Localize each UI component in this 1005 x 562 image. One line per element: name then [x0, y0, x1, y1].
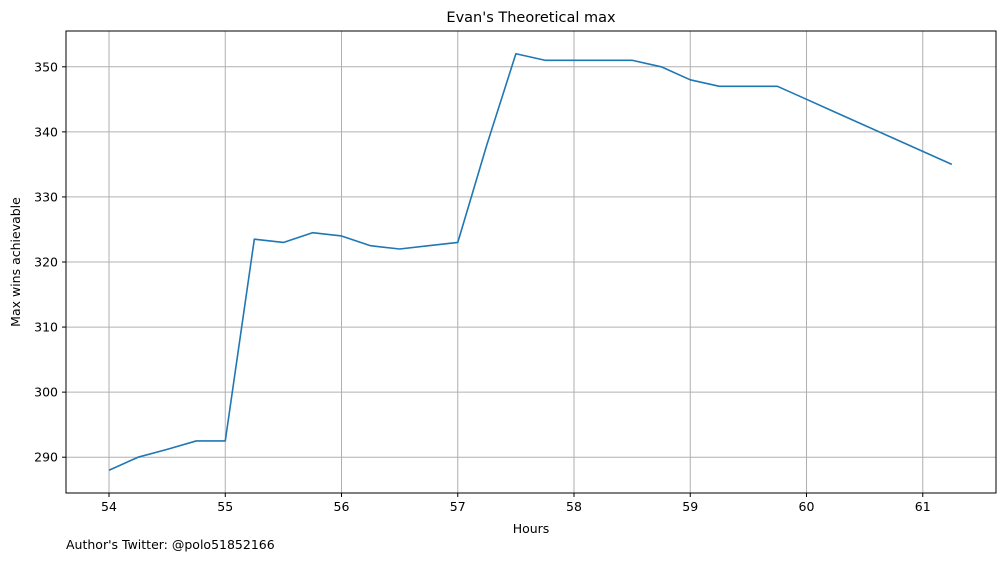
x-tick-label: 61 — [915, 499, 931, 514]
y-tick-label: 330 — [34, 189, 58, 204]
y-tick-label: 350 — [34, 59, 58, 74]
x-tick-label: 60 — [799, 499, 815, 514]
series-layer — [108, 52, 953, 471]
y-tick-label: 300 — [34, 385, 58, 400]
x-tick-label: 55 — [217, 499, 233, 514]
series-line — [108, 52, 953, 471]
y-tick-label: 340 — [34, 124, 58, 139]
x-tick-label: 58 — [566, 499, 582, 514]
y-axis-label: Max wins achievable — [8, 197, 23, 327]
x-tick-label: 57 — [450, 499, 466, 514]
author-credit: Author's Twitter: @polo51852166 — [66, 537, 275, 552]
y-tick-label: 320 — [34, 255, 58, 270]
grid — [66, 31, 996, 493]
y-axis: 290 300 310 320 330 340 350 — [34, 59, 66, 465]
x-axis: 54 55 56 57 58 59 60 61 — [101, 493, 931, 514]
y-tick-label: 310 — [34, 320, 58, 335]
x-tick-label: 54 — [101, 499, 117, 514]
chart-title: Evan's Theoretical max — [446, 10, 616, 26]
y-tick-label: 290 — [34, 450, 58, 465]
x-tick-label: 59 — [682, 499, 698, 514]
x-tick-label: 56 — [334, 499, 350, 514]
x-axis-label: Hours — [513, 521, 550, 536]
